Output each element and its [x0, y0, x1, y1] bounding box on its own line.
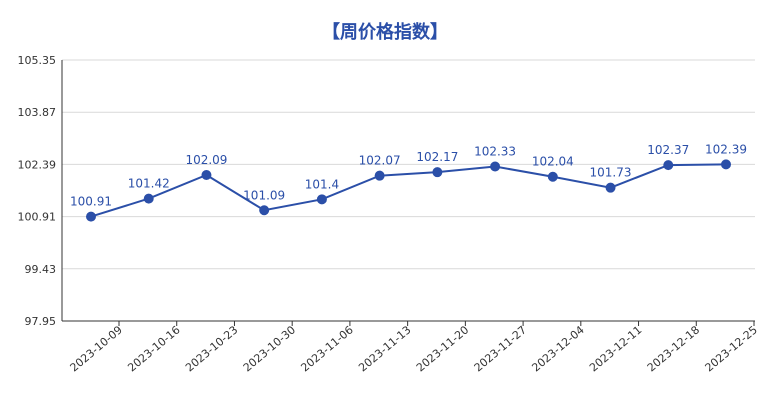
- data-point[interactable]: [432, 167, 443, 178]
- x-tick-label: 2023-10-09: [68, 323, 125, 374]
- x-tick-label: 2023-12-04: [529, 323, 586, 374]
- data-point[interactable]: [605, 182, 616, 193]
- chart-title: 【周价格指数】: [322, 22, 448, 43]
- data-point[interactable]: [721, 159, 731, 170]
- y-tick-label: 105.35: [18, 54, 57, 67]
- data-point[interactable]: [143, 193, 154, 204]
- data-point[interactable]: [86, 211, 96, 222]
- y-tick-label: 102.39: [18, 158, 57, 171]
- data-label: 102.17: [416, 150, 458, 164]
- x-tick-label: 2023-11-27: [472, 323, 529, 374]
- x-tick-label: 2023-10-16: [125, 323, 182, 374]
- data-label: 102.37: [647, 143, 689, 157]
- data-label: 101.4: [305, 177, 339, 191]
- data-point[interactable]: [547, 171, 558, 182]
- x-tick-label: 2023-12-11: [587, 323, 644, 374]
- y-tick-label: 97.95: [25, 315, 57, 328]
- data-label: 102.07: [359, 154, 401, 168]
- x-tick-label: 2023-11-06: [299, 323, 356, 374]
- x-tick-label: 2023-12-18: [645, 323, 702, 374]
- data-label: 101.42: [128, 177, 170, 191]
- axes: 97.95 99.43 100.91 102.39 103.87 105.35 2023-1…: [18, 54, 760, 374]
- data-label: 102.09: [185, 153, 227, 167]
- data-labels: 100.91 101.42 102.09 101.09 101.4 102.07 102.1…: [70, 142, 747, 208]
- data-point[interactable]: [663, 160, 674, 171]
- x-tick-label: 2023-11-13: [356, 323, 413, 374]
- data-point[interactable]: [201, 169, 212, 180]
- x-tick-label: 2023-10-30: [241, 323, 298, 374]
- y-tick-label: 99.43: [25, 263, 57, 276]
- data-point[interactable]: [374, 170, 385, 181]
- series-polyline: [90, 163, 727, 218]
- data-points: [86, 159, 731, 222]
- data-label: 102.33: [474, 145, 516, 159]
- data-label: 100.91: [70, 195, 112, 209]
- data-point[interactable]: [316, 194, 327, 205]
- data-label: 101.09: [243, 188, 285, 202]
- data-point[interactable]: [259, 205, 270, 216]
- data-label: 102.39: [705, 142, 747, 156]
- y-tick-label: 100.91: [18, 211, 57, 224]
- data-label: 101.73: [590, 166, 632, 180]
- y-tick-label: 103.87: [18, 106, 57, 119]
- x-tick-label: 2023-11-20: [414, 323, 471, 374]
- x-tick-label: 2023-12-25: [703, 323, 760, 374]
- data-point[interactable]: [490, 161, 501, 172]
- x-tick-label: 2023-10-23: [183, 323, 240, 374]
- series-line: [90, 163, 727, 218]
- data-label: 102.04: [532, 155, 574, 169]
